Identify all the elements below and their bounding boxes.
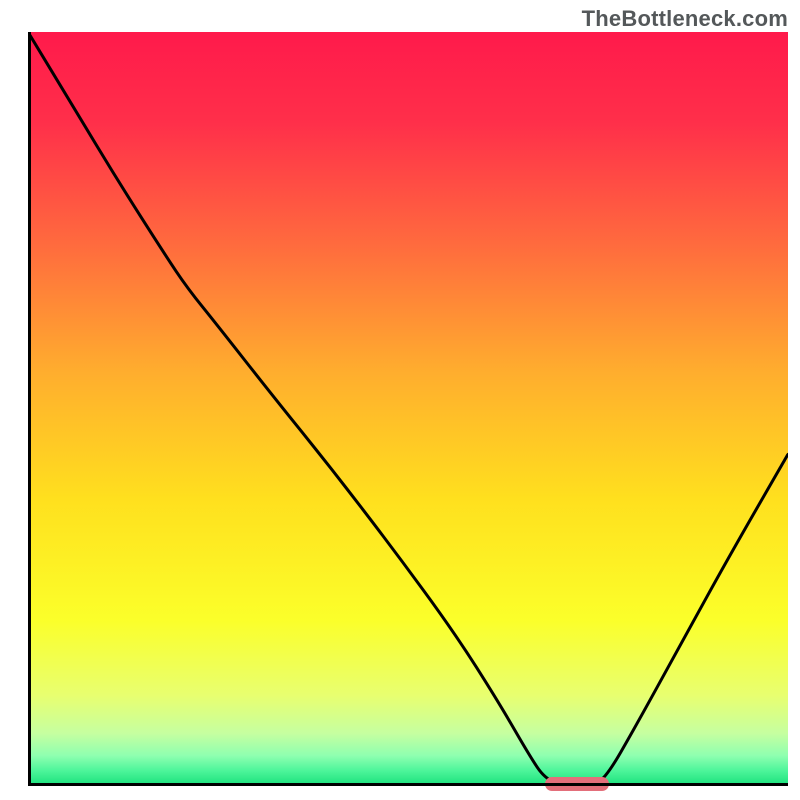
y-axis — [28, 32, 31, 786]
plot-area — [28, 32, 788, 786]
x-axis — [28, 783, 788, 786]
watermark-text: TheBottleneck.com — [582, 6, 788, 32]
curve-path — [28, 32, 788, 786]
bottleneck-curve — [28, 32, 788, 786]
chart-container: TheBottleneck.com — [0, 0, 800, 800]
